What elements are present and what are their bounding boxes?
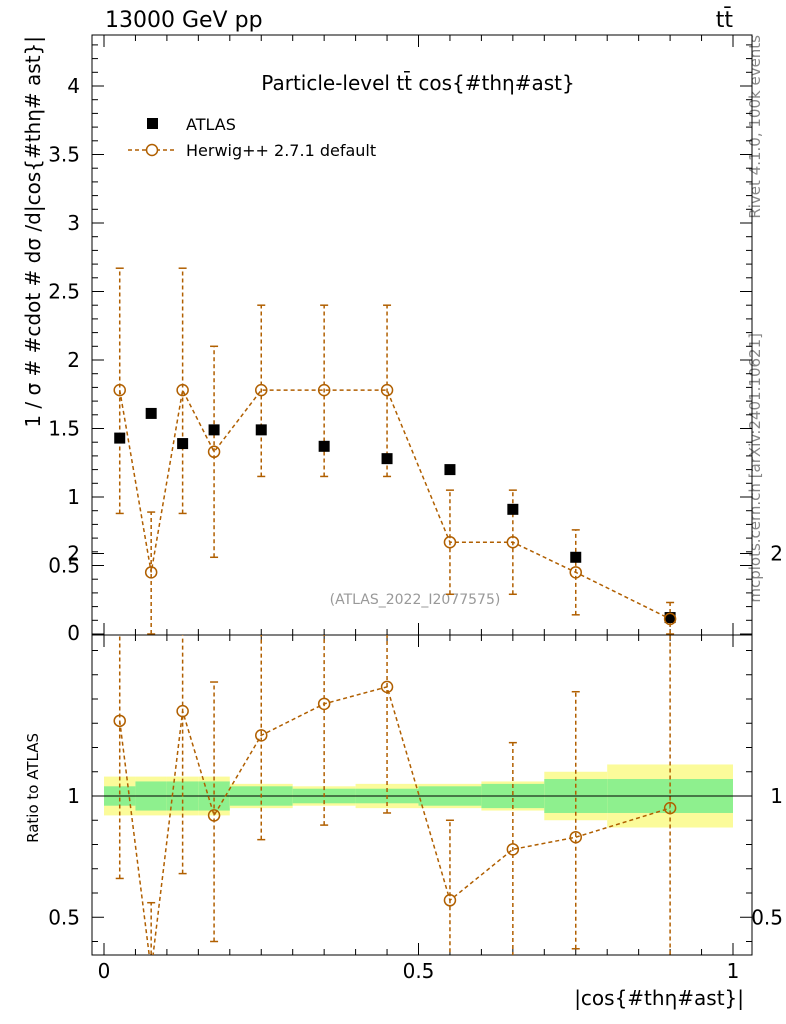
- legend: ATLAS Herwig++ 2.7.1 default: [128, 115, 376, 160]
- herwig-main-point: [569, 566, 582, 579]
- main-axis-ticks: 0 0.5 1 1.5 2 2.5 3 3.5 4: [48, 35, 752, 645]
- atlas-data-point: [444, 464, 456, 476]
- herwig-ratio-point: [113, 714, 126, 728]
- ratio-frame: [91, 634, 753, 956]
- main-ylabel: 1 / σ # #cdot # dσ /d|cos{#thη# ast}|: [21, 36, 45, 428]
- ratio-xtick-label: 1: [727, 959, 740, 983]
- atlas-data-point: [570, 551, 582, 563]
- herwig-main-line: [118, 387, 671, 620]
- herwig-ratio-point: [255, 729, 268, 742]
- herwig-main-point: [443, 535, 457, 549]
- ratio-ytick-label-right: 0.5: [751, 905, 783, 929]
- ratio-data-marks: [113, 635, 677, 976]
- ratio-ytick-label: 0.5: [48, 905, 80, 929]
- ratio-xtick-label: 0: [98, 959, 111, 983]
- source-label: mcplots.cern.ch [arXiv:2401.10621]: [746, 333, 764, 603]
- herwig-main-point: [255, 383, 268, 397]
- atlas-data-point: [114, 432, 126, 444]
- herwig-main-point: [144, 566, 158, 579]
- atlas-data-point: [177, 438, 189, 450]
- ratio-ytick-label: 2: [67, 542, 80, 566]
- atlas-data-point: [318, 440, 330, 452]
- main-ytick-label: 0.5: [48, 554, 80, 578]
- ratio-ylabel: Ratio to ATLAS: [24, 733, 42, 843]
- herwig-main-point: [506, 535, 520, 549]
- energy-label: 13000 GeV pp: [105, 8, 263, 33]
- main-data-marks: [113, 267, 677, 635]
- legend-atlas-label: ATLAS: [186, 115, 236, 134]
- main-ytick-label: 2: [67, 348, 80, 372]
- ratio-ytick-label: 1: [67, 784, 80, 808]
- main-ytick-label: 4: [67, 74, 80, 98]
- main-panel: Particle-level tt̄ cos{#thη#ast} 1 / σ #…: [21, 34, 753, 645]
- herwig-ratio-point: [380, 680, 394, 694]
- main-ytick-label: 1.5: [48, 417, 80, 441]
- process-label: tt̄: [716, 7, 734, 33]
- herwig-ratio-point: [176, 704, 189, 718]
- herwig-main-point: [380, 383, 394, 397]
- herwig-ratio-point: [207, 809, 221, 822]
- ratio-xtick-label: 0.5: [403, 959, 435, 983]
- rivet-label: Rivet 4.1.0, 100k events: [746, 35, 764, 219]
- main-ytick-label: 0: [67, 621, 80, 645]
- herwig-ratio-point: [146, 965, 157, 976]
- ratio-xlabel: |cos{#thη#ast}|: [574, 986, 744, 1010]
- legend-herwig-label: Herwig++ 2.7.1 default: [186, 141, 376, 160]
- atlas-data-point: [145, 407, 157, 419]
- ratio-ytick-label-right: 2: [770, 542, 783, 566]
- herwig-main-point: [113, 383, 126, 397]
- herwig-main-point: [176, 383, 189, 397]
- atlas-data-point: [381, 453, 393, 465]
- herwig-main-point: [663, 612, 677, 626]
- herwig-ratio-point: [663, 801, 677, 815]
- main-ytick-label: 2.5: [48, 280, 80, 304]
- main-ytick-label: 3.5: [48, 143, 80, 167]
- herwig-main-point: [207, 445, 221, 459]
- atlas-data-point: [255, 424, 267, 436]
- legend-atlas-marker: [147, 118, 158, 129]
- atlas-data-point: [208, 424, 220, 436]
- analysis-id: (ATLAS_2022_I2077575): [330, 592, 501, 608]
- ratio-axis-ticks: 0.5 0.5 1 1 2 2 0 0.5 1: [48, 542, 783, 984]
- main-title: Particle-level tt̄ cos{#thη#ast}: [261, 70, 574, 95]
- ratio-panel: Ratio to ATLAS |cos{#thη#ast}| 0.5 0.5 1 1 2…: [24, 542, 783, 1011]
- main-ytick-label: 3: [67, 211, 80, 235]
- legend-herwig-marker: [145, 143, 159, 157]
- main-ytick-label: 1: [67, 485, 80, 509]
- herwig-ratio-point: [317, 697, 331, 711]
- herwig-ratio-line: [118, 685, 671, 955]
- herwig-main-point: [317, 383, 331, 397]
- herwig-ratio-point: [569, 830, 582, 844]
- atlas-data-point: [507, 503, 519, 515]
- herwig-ratio-point: [506, 843, 520, 856]
- atlas-data-point: [664, 612, 676, 624]
- ratio-ytick-label-right: 1: [770, 784, 783, 808]
- herwig-ratio-point: [443, 894, 457, 907]
